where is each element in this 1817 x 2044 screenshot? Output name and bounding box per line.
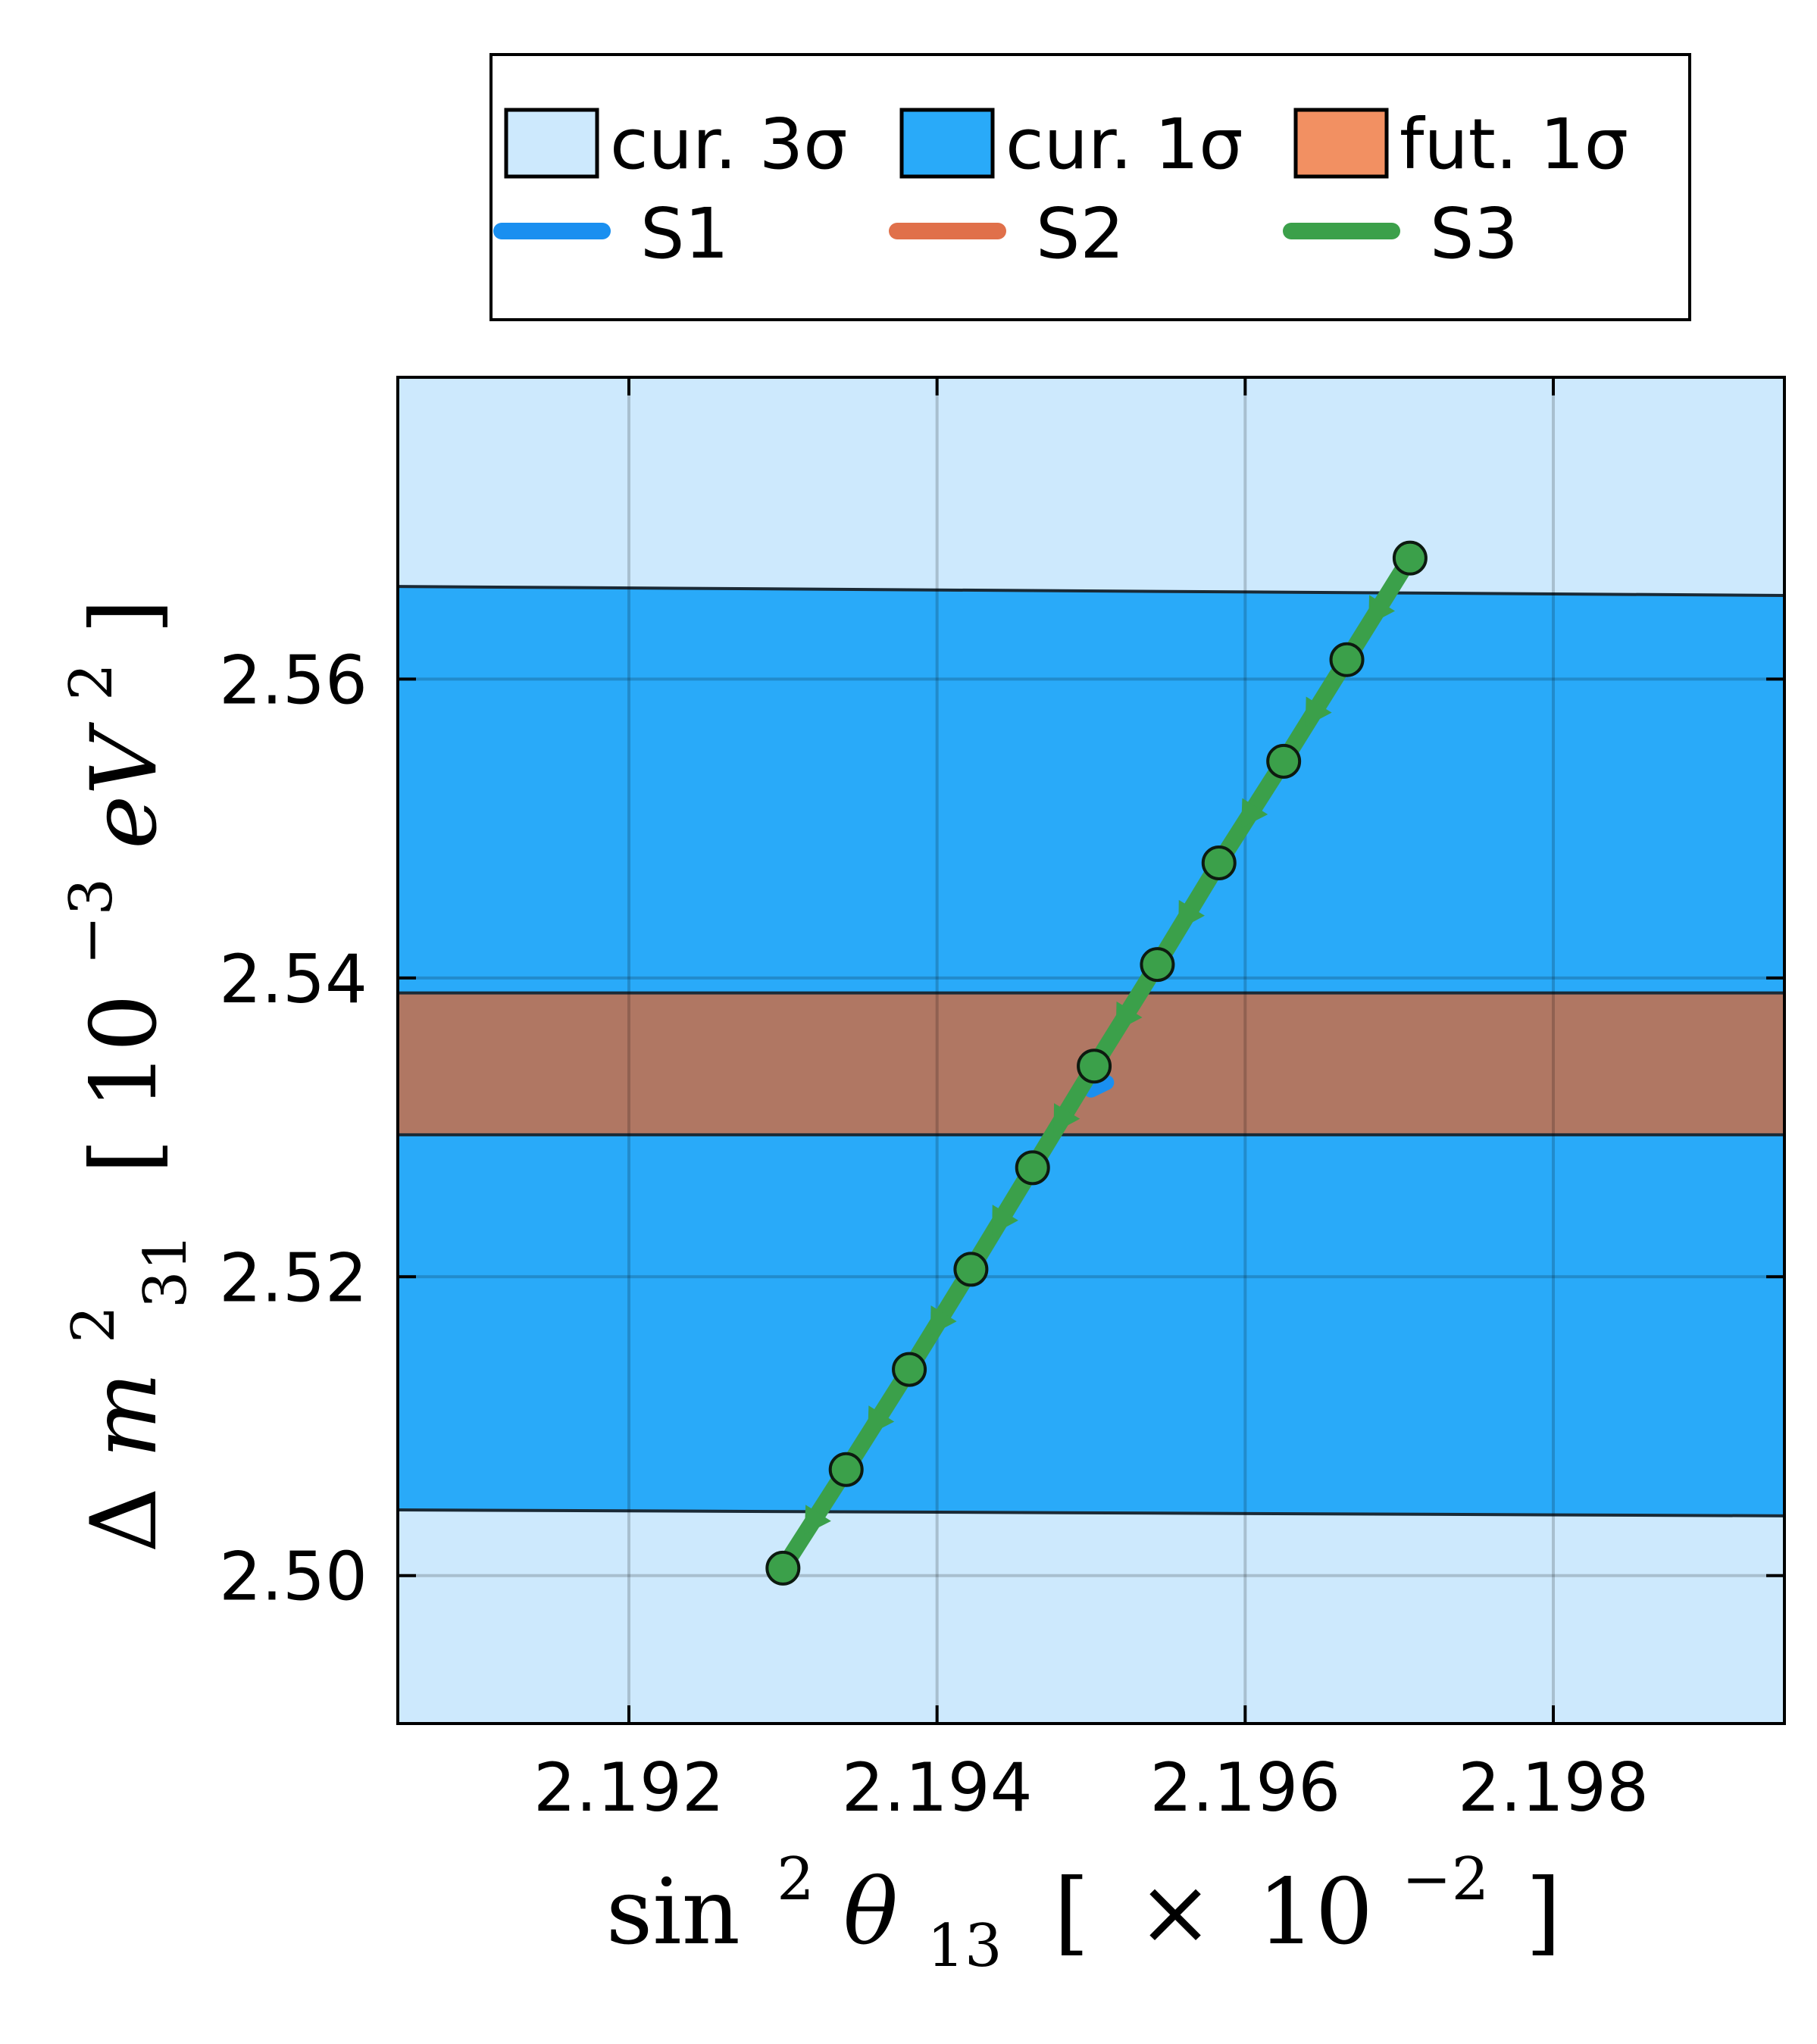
legend: cur. 3σ cur. 1σ fut. 1σ S1 S2 S3 (489, 53, 1691, 321)
y-axis-label-ten: 10 (72, 994, 177, 1110)
x-axis-label-theta: θ (843, 1860, 898, 1965)
series-s3-arrow-6 (1178, 899, 1205, 930)
legend-patch-cur-1sigma (899, 108, 995, 179)
legend-box (489, 53, 1691, 321)
y-axis-label-bracket-left: [ (72, 1139, 177, 1174)
y-axis-label-m: m (72, 1372, 177, 1458)
series-s3-arrow-8 (1305, 696, 1332, 727)
x-tick-label-2: 2.196 (1149, 1749, 1340, 1827)
x-tick-label-0: 2.192 (533, 1749, 724, 1827)
legend-label-s3: S3 (1430, 193, 1518, 274)
series-s3-arrow-3 (992, 1205, 1018, 1235)
band-cur-1sigma-upper-edge (397, 585, 1785, 597)
legend-patch-fut-1sigma (1293, 108, 1389, 179)
series-s3-arrow-4 (1053, 1103, 1081, 1133)
legend-label-cur-3sigma: cur. 3σ (610, 104, 848, 185)
y-axis-label: Δ m 2 31 [ 10 −3 eV 2 ] (28, 599, 208, 1552)
y-axis-label-delta: Δ (72, 1487, 177, 1553)
y-axis-label-sub: 31 (132, 1233, 200, 1308)
series-s3-arrow-5 (1115, 1001, 1143, 1032)
series-s3-point-7 (1201, 845, 1237, 880)
legend-label-s2: S2 (1036, 193, 1124, 274)
y-axis-label-bracket-right: ] (72, 599, 177, 634)
y-tick-label-0: 2.50 (219, 1538, 367, 1616)
x-tick-label-1: 2.194 (842, 1749, 1033, 1827)
series-s3-point-0 (765, 1550, 801, 1586)
y-tick-label-1: 2.52 (219, 1239, 367, 1317)
x-axis-label-sup: 2 (777, 1846, 815, 1914)
x-axis-label-sub: 13 (927, 1912, 1002, 1980)
series-s3-point-10 (1392, 540, 1428, 576)
y-ticks: 2.50 2.52 2.54 2.56 (219, 641, 1784, 1616)
x-axis-label-exp: −2 (1402, 1846, 1489, 1914)
legend-patch-cur-3sigma (504, 108, 599, 179)
x-axis-label-times: × (1137, 1860, 1214, 1965)
x-axis-label-sin: sin (606, 1860, 740, 1965)
series-lines (765, 540, 1428, 1586)
y-axis-label-exp: −3 (58, 878, 126, 965)
series-s3-point-2 (892, 1352, 927, 1387)
series-s3-point-4 (1015, 1150, 1050, 1186)
series-s3-arrow-9 (1368, 595, 1396, 625)
x-axis-label-ten: 10 (1257, 1860, 1373, 1965)
y-axis-label-ev-sup: 2 (58, 663, 126, 701)
y-tick-label-2: 2.54 (219, 940, 367, 1018)
x-ticks: 2.192 2.194 2.196 2.198 (533, 377, 1649, 1827)
series-s3-arrow-2 (930, 1305, 957, 1336)
legend-label-cur-1sigma: cur. 1σ (1005, 104, 1243, 185)
x-tick-label-3: 2.198 (1458, 1749, 1649, 1827)
y-tick-label-3: 2.56 (219, 641, 367, 719)
plot-frame (396, 376, 1786, 1725)
series-s3-point-3 (953, 1252, 989, 1287)
y-axis-label-sup: 2 (60, 1305, 128, 1343)
series-s3-point-6 (1140, 947, 1175, 983)
legend-label-fut-1sigma: fut. 1σ (1399, 104, 1628, 185)
x-axis-label-bracket-right: ] (1525, 1860, 1561, 1965)
series-s3-point-1 (828, 1452, 864, 1487)
series-s3-arrow-7 (1241, 798, 1268, 828)
legend-label-s1: S1 (640, 193, 729, 274)
x-axis-label-bracket-left: [ (1054, 1860, 1090, 1965)
y-axis-label-ev: eV (72, 722, 177, 849)
band-cur-1sigma-lower-edge (397, 1508, 1785, 1517)
x-axis-label: sin 2 θ 13 [ × 10 −2 ] (606, 1816, 1562, 1988)
series-s3-point-9 (1329, 642, 1365, 677)
series-s1-line (1084, 1074, 1115, 1098)
series-s3-point-8 (1266, 743, 1302, 779)
series-s3-arrow-0 (804, 1505, 831, 1535)
series-s3-arrow-1 (868, 1405, 895, 1436)
series-s3-point-5 (1077, 1049, 1112, 1084)
grid-lines (398, 377, 1784, 1724)
